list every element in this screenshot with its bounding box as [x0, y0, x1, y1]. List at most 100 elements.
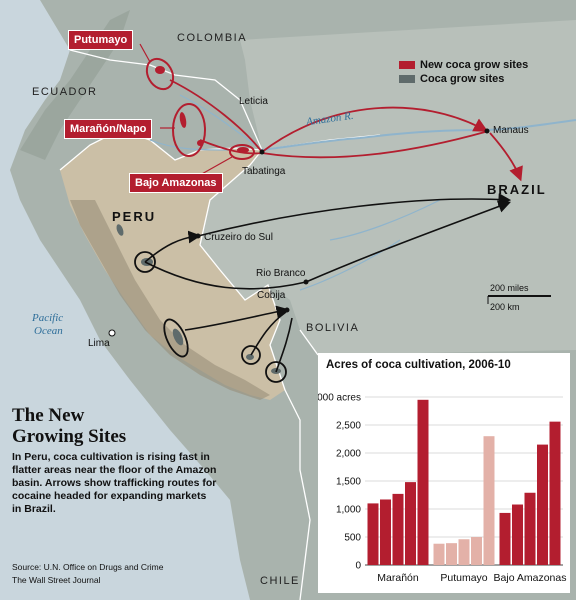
route-putumayo: [169, 79, 263, 153]
label-ecuador: ECUADOR: [32, 86, 98, 98]
label-manaus: Manaus: [493, 125, 529, 136]
manaus-dot: [484, 128, 490, 134]
legend-coca-sites: Coca grow sites: [399, 72, 528, 86]
description: In Peru, coca cultivation is rising fast…: [12, 451, 217, 515]
headline-line2: Growing Sites: [12, 426, 127, 447]
coca-site: [246, 354, 254, 360]
y-tick-label: 0: [355, 561, 361, 572]
brazil-area: [200, 20, 576, 355]
cruzeiro-dot: [195, 233, 201, 239]
route-south-2: [275, 317, 293, 373]
chart-inset: 3,000 acres 2,500 2,000 1,500 1,000 500 0 Marañ…: [318, 353, 570, 593]
route-cruzeiro-brazil: [197, 193, 512, 237]
route-to-rio-branco: [144, 261, 307, 290]
source-credit: Source: U.N. Office on Drugs and Crime T…: [12, 561, 164, 587]
label-brazil: BRAZIL: [487, 182, 547, 197]
bar: [458, 539, 470, 565]
x-category-label: Bajo Amazonas: [494, 572, 567, 584]
bar: [471, 537, 482, 565]
route-to-manaus-2: [261, 131, 486, 159]
label-peru: PERU: [112, 209, 157, 224]
new-coca-site: [179, 112, 187, 128]
coca-site: [172, 328, 184, 346]
label-rio-branco: Rio Branco: [256, 268, 306, 279]
source-line2: The Wall Street Journal: [12, 575, 101, 585]
scale-miles: 200 miles: [490, 283, 529, 293]
red-routes: [169, 79, 523, 182]
label-pacific: Pacific: [32, 312, 64, 324]
route-rio-branco-brazil: [305, 200, 511, 283]
label-colombia: COLOMBIA: [177, 32, 248, 44]
coca-site: [116, 224, 124, 236]
headline: The New Growing Sites: [12, 405, 212, 447]
tabatinga-dot: [259, 149, 265, 155]
label-tabatinga: Tabatinga: [242, 166, 286, 177]
bar: [512, 504, 523, 565]
label-leticia: Leticia: [239, 96, 268, 107]
bar: [433, 543, 445, 565]
black-routes: [144, 193, 512, 373]
bajo-circle: [229, 144, 255, 160]
headline-line1: The New: [12, 405, 85, 426]
route-to-cruzeiro: [144, 230, 202, 263]
label-maranon-napo: Marañón/Napo: [64, 119, 153, 139]
legend-new-sites: New coca grow sites: [399, 58, 528, 72]
bar: [483, 436, 495, 565]
route-to-manaus: [261, 106, 489, 153]
route-origin-circle: [163, 318, 189, 358]
label-putumayo: Putumayo: [68, 30, 134, 50]
bar: [405, 482, 416, 565]
y-tick-label: 1,000: [336, 505, 361, 516]
bar: [392, 493, 404, 565]
chart-title: Acres of coca cultivation, 2006-10: [326, 359, 511, 371]
peru-area: [60, 130, 285, 400]
legend-swatch-red: [399, 61, 415, 69]
label-cobija: Cobija: [257, 290, 286, 301]
y-tick-label: 2,000: [336, 449, 361, 460]
bar: [499, 512, 511, 565]
y-tick-label: 1,500: [336, 477, 361, 488]
bar: [367, 503, 379, 565]
route-origin-circle: [265, 361, 287, 383]
route-maranon: [199, 139, 263, 155]
scale-km: 200 km: [490, 302, 520, 312]
amazon-river: [261, 119, 576, 151]
bar: [537, 444, 548, 565]
label-bolivia: BOLIVIA: [306, 322, 360, 334]
lima-dot: [108, 329, 116, 337]
route-south-1: [250, 311, 287, 356]
route-origin-circle: [134, 251, 156, 273]
rio-branco-dot: [303, 279, 309, 285]
x-category-label: Marañón: [377, 572, 419, 584]
route-to-brazil: [489, 132, 523, 182]
source-line1: Source: U.N. Office on Drugs and Crime: [12, 562, 164, 572]
label-cruzeiro: Cruzeiro do Sul: [204, 232, 273, 243]
label-leaders: [139, 43, 233, 176]
maranon-circle: [172, 103, 206, 157]
legend: New coca grow sites Coca grow sites: [399, 58, 528, 86]
y-tick-label: 3,000 acres: [318, 393, 361, 404]
x-category-label: Putumayo: [440, 572, 487, 584]
y-tick-label: 500: [344, 533, 361, 544]
label-ocean: Ocean: [34, 325, 63, 337]
legend-new-sites-label: New coca grow sites: [420, 59, 529, 71]
bar: [417, 399, 429, 565]
river-tributary: [149, 94, 441, 291]
route-origin-circle: [241, 345, 261, 365]
bar: [549, 421, 561, 565]
y-tick-label: 2,500: [336, 421, 361, 432]
putumayo-circle: [145, 57, 175, 91]
bar-chart: 3,000 acres 2,500 2,000 1,500 1,000 500 0 Marañ…: [318, 393, 567, 585]
bar: [524, 492, 536, 565]
bar: [380, 499, 391, 565]
label-chile: CHILE: [260, 575, 300, 587]
cobija-dot: [284, 307, 290, 313]
label-lima: Lima: [88, 338, 110, 349]
legend-coca-sites-label: Coca grow sites: [420, 73, 505, 85]
andes-shading: [70, 200, 270, 400]
route-to-cobija: [184, 305, 290, 331]
new-coca-site: [155, 66, 165, 74]
legend-swatch-grey: [399, 75, 415, 83]
label-bajo-amazonas: Bajo Amazonas: [129, 173, 223, 193]
